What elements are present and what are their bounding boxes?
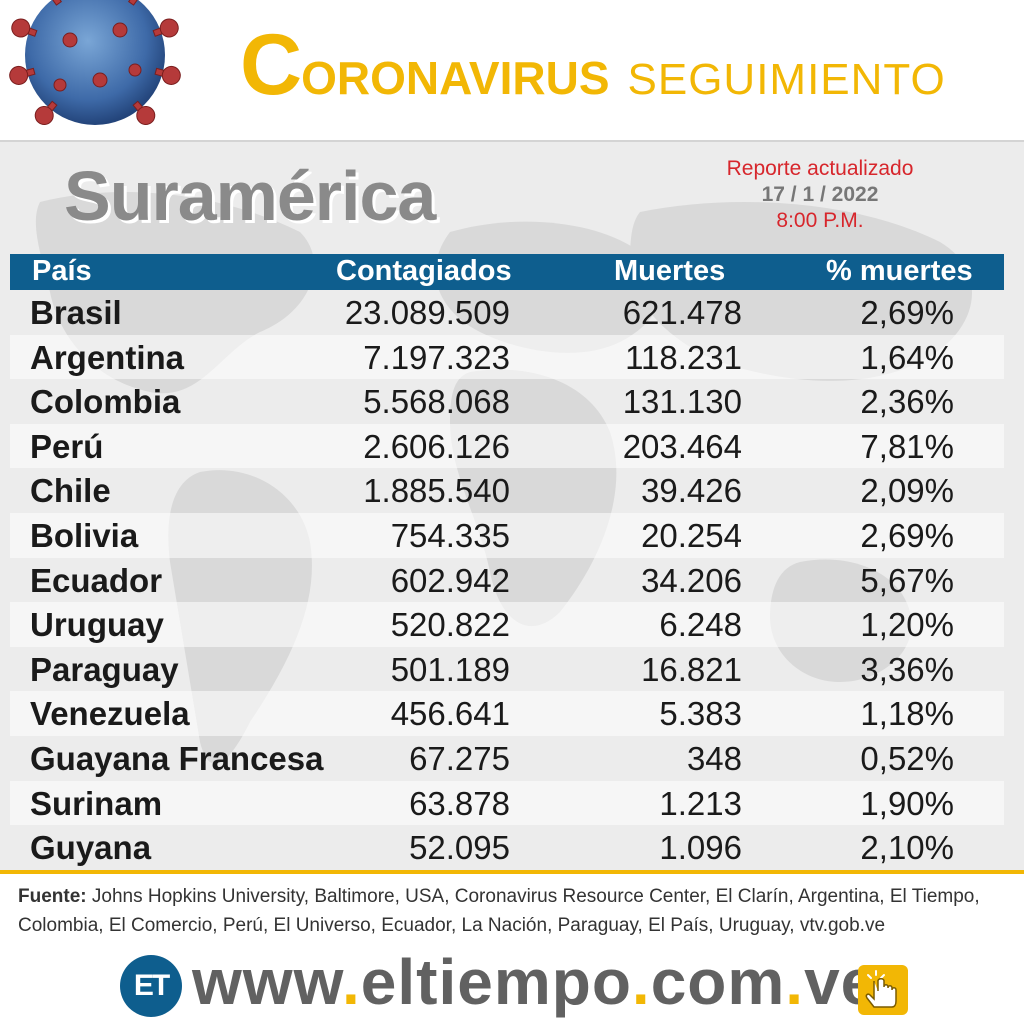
deaths-value: 348 xyxy=(686,739,742,777)
table-row: Surinam 63.878 1.213 1,90% xyxy=(10,780,1004,826)
table-row: Brasil 23.089.509 621.478 2,69% xyxy=(10,290,1004,335)
top-banner: C ORONAVIRUS SEGUIMIENTO xyxy=(0,0,1024,140)
deaths-value: 5.383 xyxy=(659,695,742,733)
table-row: Ecuador 602.942 34.206 5,67% xyxy=(10,558,1004,603)
table-row: Bolivia 754.335 20.254 2,69% xyxy=(10,512,1004,558)
deaths-value: 34.206 xyxy=(641,561,742,599)
title-main: ORONAVIRUS xyxy=(301,52,610,104)
death-pct-value: 3,36% xyxy=(860,650,954,688)
table-row: Guyana 52.095 1.096 2,10% xyxy=(10,825,1004,870)
table-row: Venezuela 456.641 5.383 1,18% xyxy=(10,691,1004,736)
death-pct-value: 0,52% xyxy=(860,739,954,777)
cases-value: 67.275 xyxy=(409,739,510,777)
column-header-death-pct: % muertes xyxy=(826,255,973,287)
region-title: Suramérica xyxy=(64,157,436,235)
report-label: Reporte actualizado xyxy=(726,157,914,180)
title-subtitle: SEGUIMIENTO xyxy=(627,55,946,104)
report-date: 17 / 1 / 2022 xyxy=(761,183,879,206)
deaths-value: 203.464 xyxy=(622,427,742,465)
deaths-value: 1.213 xyxy=(659,784,742,822)
data-panel: Suramérica Reporte actualizado 17 / 1 / … xyxy=(0,140,1024,874)
cases-value: 754.335 xyxy=(390,516,510,554)
page-title: C ORONAVIRUS SEGUIMIENTO xyxy=(240,22,1000,112)
cases-value: 456.641 xyxy=(390,695,510,733)
country-name: Paraguay xyxy=(30,650,179,688)
death-pct-value: 2,09% xyxy=(860,472,954,510)
report-info: Reporte actualizado 17 / 1 / 2022 8:00 P… xyxy=(700,156,940,234)
table-row: Argentina 7.197.323 118.231 1,64% xyxy=(10,334,1004,380)
death-pct-value: 1,18% xyxy=(860,695,954,733)
column-header-deaths: Muertes xyxy=(614,255,726,287)
death-pct-value: 2,10% xyxy=(860,829,954,867)
country-name: Guyana xyxy=(30,829,152,867)
country-name: Brasil xyxy=(30,294,122,331)
table-row: Guayana Francesa 67.275 348 0,52% xyxy=(10,736,1004,781)
deaths-value: 16.821 xyxy=(641,650,742,688)
url-dot: . xyxy=(785,946,805,1018)
url-dot: . xyxy=(341,946,361,1018)
country-name: Surinam xyxy=(30,784,163,822)
death-pct-value: 1,90% xyxy=(860,784,954,822)
table-row: Paraguay 501.189 16.821 3,36% xyxy=(10,647,1004,692)
deaths-value: 6.248 xyxy=(659,606,742,644)
url-dot: . xyxy=(631,946,651,1018)
death-pct-value: 1,64% xyxy=(860,338,954,376)
table-row: Uruguay 520.822 6.248 1,20% xyxy=(10,602,1004,647)
report-time: 8:00 P.M. xyxy=(776,209,864,232)
cases-value: 520.822 xyxy=(390,606,510,644)
country-name: Venezuela xyxy=(30,695,190,733)
table-header: País Contagiados Muertes % muertes xyxy=(10,254,1004,290)
deaths-value: 39.426 xyxy=(641,472,742,510)
table-row: Colombia 5.568.068 131.130 2,36% xyxy=(10,379,1004,424)
cases-value: 63.878 xyxy=(409,784,510,822)
source-label: Fuente: xyxy=(18,886,87,907)
table-row: Chile 1.885.540 39.426 2,09% xyxy=(10,468,1004,513)
title-initial: C xyxy=(240,17,302,113)
source-note: Fuente: Johns Hopkins University, Baltim… xyxy=(18,882,1008,940)
url-part: eltiempo xyxy=(360,946,632,1018)
deaths-value: 1.096 xyxy=(659,829,742,867)
country-name: Bolivia xyxy=(30,516,139,554)
death-pct-value: 2,36% xyxy=(860,383,954,421)
country-name: Chile xyxy=(30,472,111,510)
url-part: www xyxy=(192,946,342,1018)
cases-value: 602.942 xyxy=(390,561,510,599)
cases-value: 501.189 xyxy=(390,650,510,688)
table-row: Perú 2.606.126 203.464 7,81% xyxy=(10,423,1004,469)
deaths-value: 621.478 xyxy=(622,294,742,331)
country-name: Ecuador xyxy=(30,561,163,599)
death-pct-value: 2,69% xyxy=(860,294,954,331)
death-pct-value: 2,69% xyxy=(860,516,954,554)
deaths-value: 131.130 xyxy=(622,383,742,421)
table-body: Brasil 23.089.509 621.478 2,69% Argentina 7.… xyxy=(10,290,1004,870)
cases-value: 1.885.540 xyxy=(363,472,510,510)
hand-pointer-icon xyxy=(858,965,908,1015)
source-text: Johns Hopkins University, Baltimore, USA… xyxy=(18,886,980,936)
url-part: com xyxy=(650,946,786,1018)
footer: ET www.eltiempo.com.ve xyxy=(0,945,1024,1024)
website-url[interactable]: www.eltiempo.com.ve xyxy=(192,945,877,1019)
cases-value: 23.089.509 xyxy=(344,294,510,331)
death-pct-value: 7,81% xyxy=(860,427,954,465)
deaths-value: 118.231 xyxy=(625,338,742,376)
country-name: Guayana Francesa xyxy=(30,739,324,777)
cases-value: 52.095 xyxy=(409,829,510,867)
death-pct-value: 5,67% xyxy=(860,561,954,599)
country-name: Argentina xyxy=(30,338,185,376)
cases-value: 2.606.126 xyxy=(363,427,510,465)
cases-value: 5.568.068 xyxy=(363,383,510,421)
deaths-value: 20.254 xyxy=(641,516,742,554)
cases-value: 7.197.323 xyxy=(363,338,510,376)
virus-illustration xyxy=(0,0,200,140)
country-name: Colombia xyxy=(30,383,181,421)
country-name: Uruguay xyxy=(30,606,164,644)
column-header-cases: Contagiados xyxy=(336,255,512,287)
eltiempo-logo: ET xyxy=(120,955,182,1017)
column-header-country: País xyxy=(32,255,92,287)
country-name: Perú xyxy=(30,427,104,465)
death-pct-value: 1,20% xyxy=(860,606,954,644)
